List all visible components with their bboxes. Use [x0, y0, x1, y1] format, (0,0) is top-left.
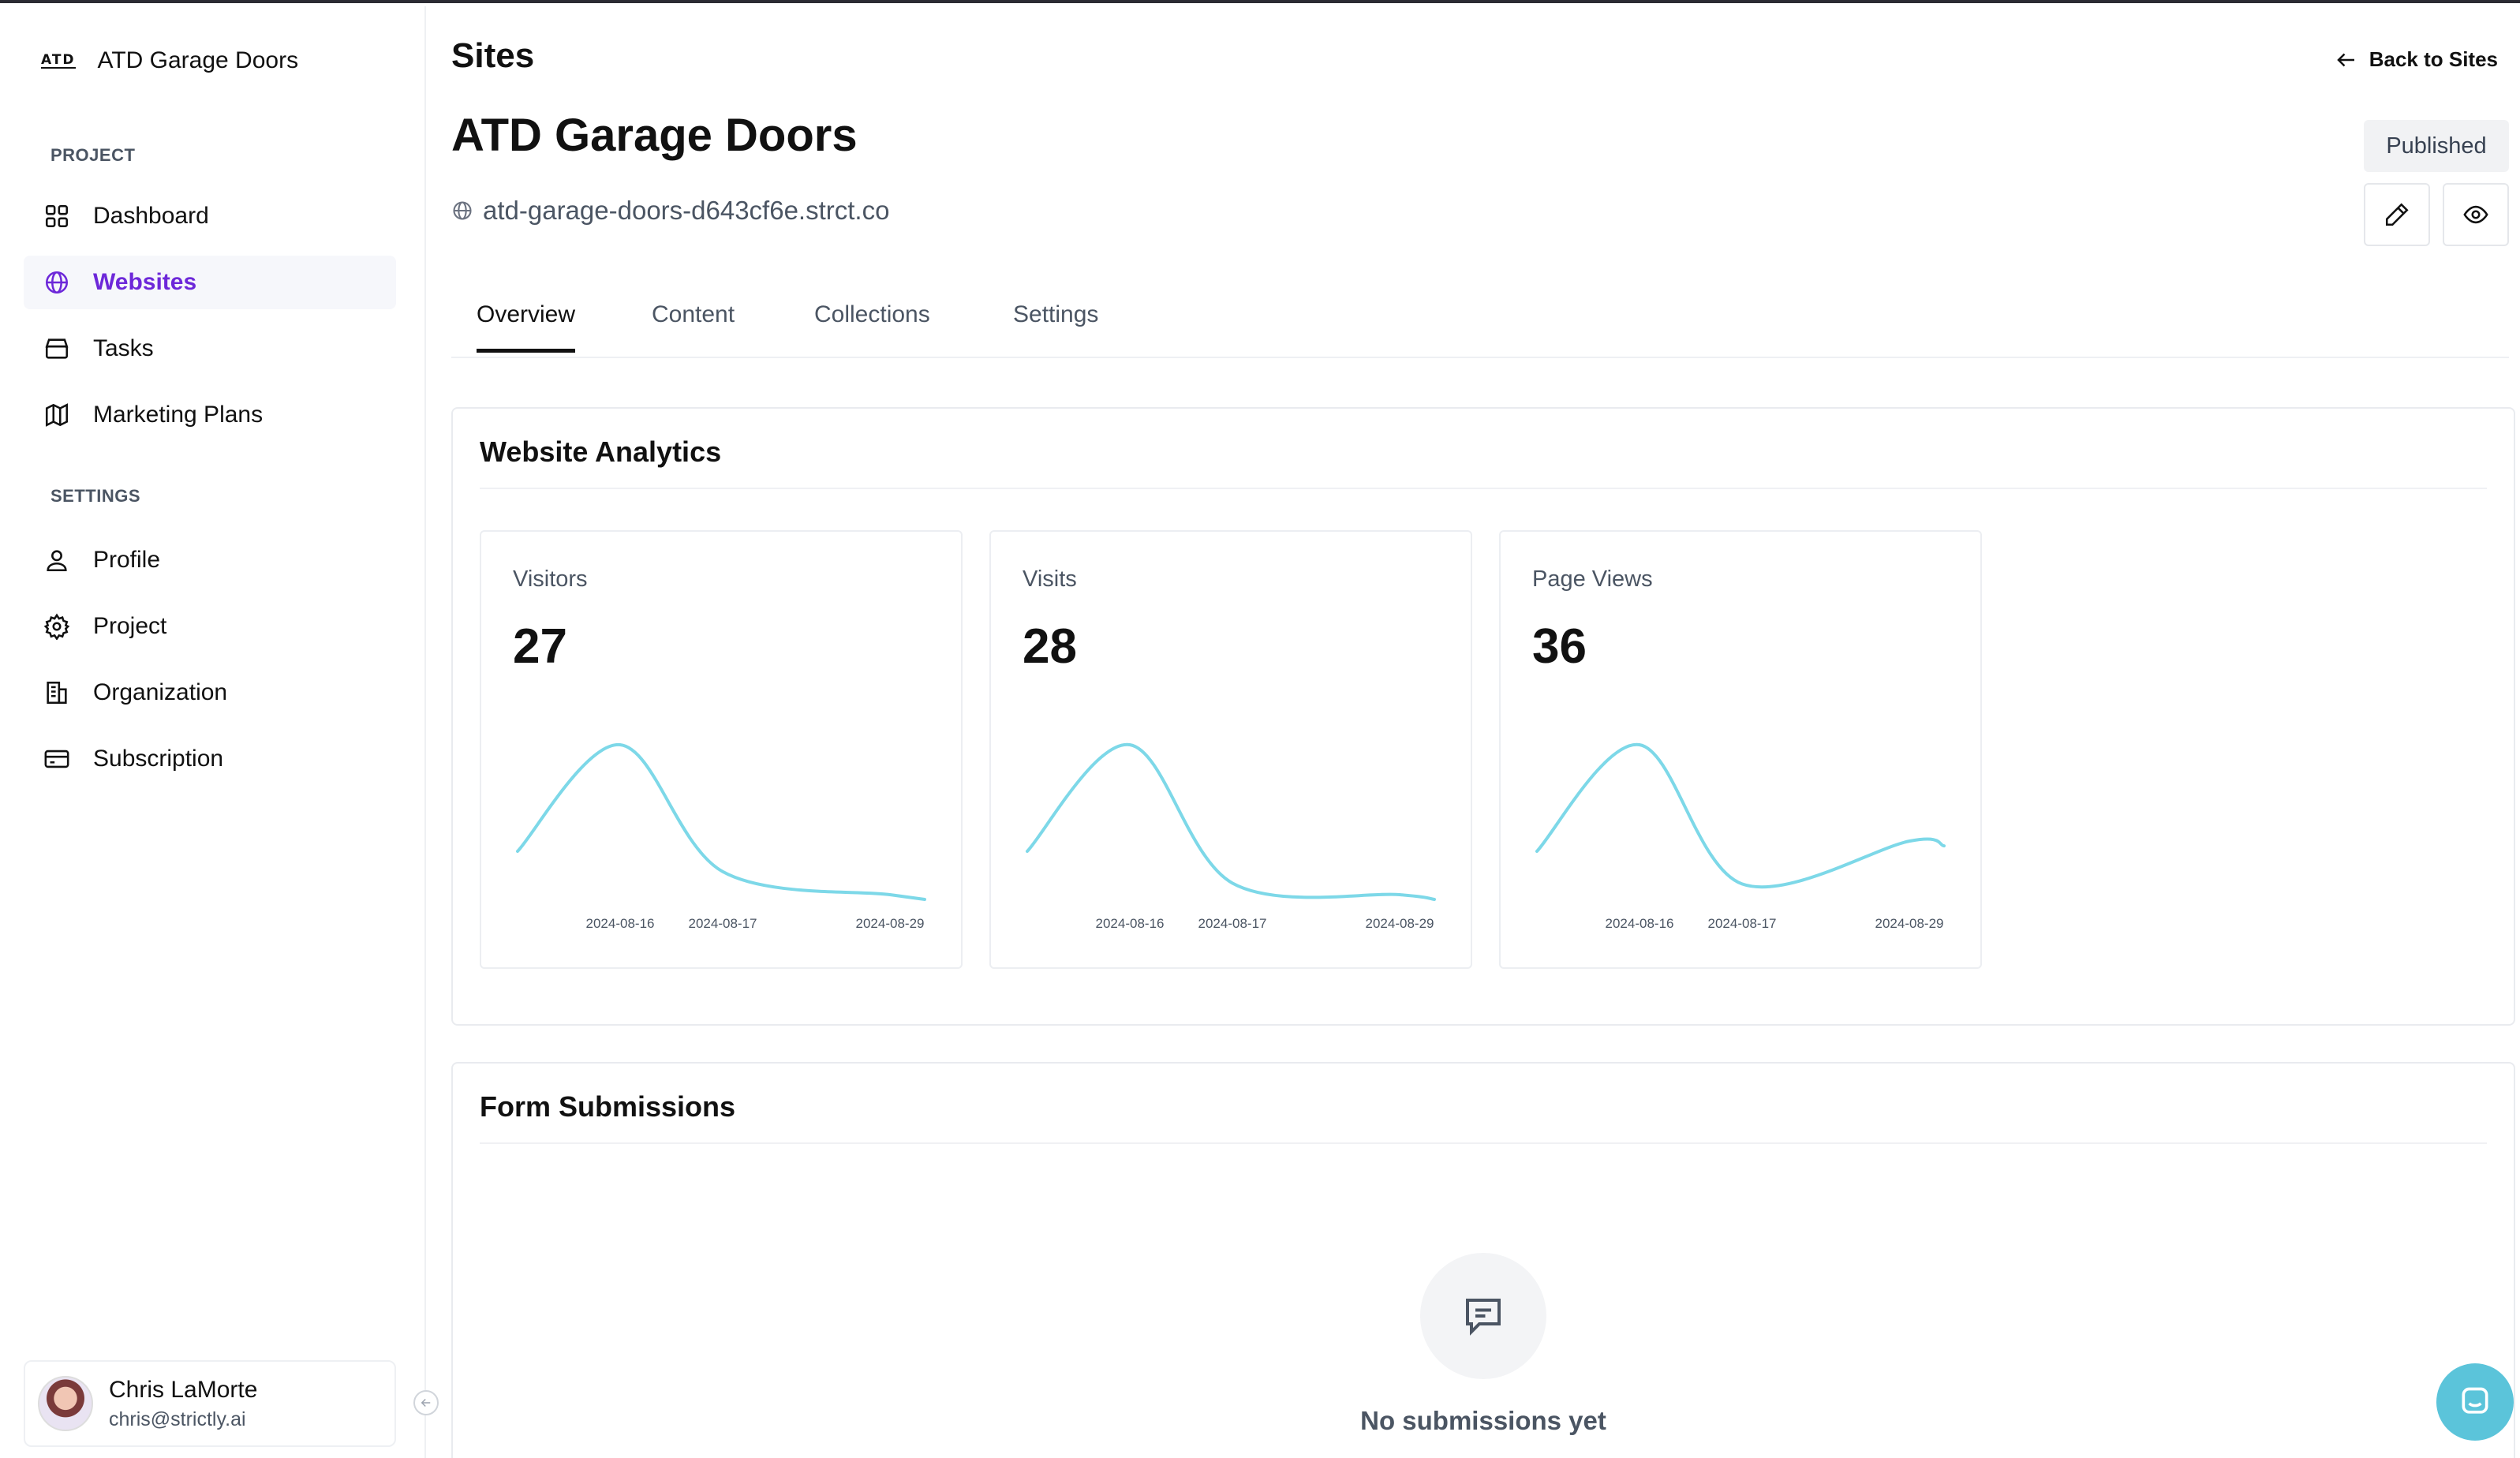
series-line [1026, 742, 1436, 901]
chat-bubble-icon [1466, 1299, 1501, 1336]
user-icon [43, 546, 71, 574]
sidebar-item-label: Dashboard [93, 203, 209, 229]
sidebar-item-label: Subscription [93, 746, 224, 772]
section-label-settings: SETTINGS [50, 486, 141, 506]
empty-state-text: No submissions yet [1360, 1406, 1606, 1435]
user-name: Chris LaMorte [109, 1376, 258, 1403]
tab-overview[interactable]: Overview [477, 301, 576, 353]
sidebar-item-label: Profile [93, 547, 161, 573]
edit-button[interactable] [2364, 183, 2430, 246]
archive-icon [43, 335, 71, 363]
stat-card-visits: Visits 28 2024-08-16 2024-08-17 2024-08-29 [989, 530, 1472, 969]
eye-icon [2463, 205, 2488, 224]
arrow-left-icon [2336, 53, 2354, 66]
map-icon [43, 401, 71, 429]
x-tick-label: 2024-08-16 [586, 916, 655, 931]
status-badge: Published [2364, 120, 2509, 172]
user-card[interactable]: Chris LaMorte chris@strictly.ai [24, 1360, 396, 1447]
x-tick-label: 2024-08-17 [689, 916, 757, 931]
sidebar-item-subscription[interactable]: Subscription [24, 732, 396, 786]
sidebar-item-websites[interactable]: Websites [24, 256, 396, 309]
empty-state: No submissions yet [453, 1253, 2514, 1436]
page-title: Sites [451, 36, 535, 75]
series-line [1535, 742, 1946, 889]
x-tick-label: 2024-08-16 [1096, 916, 1165, 931]
stat-label: Visitors [513, 566, 588, 592]
panel-title: Website Analytics [480, 436, 722, 468]
brand-logo: ATD [41, 52, 76, 69]
x-tick-label: 2024-08-16 [1606, 916, 1674, 931]
sidebar-item-profile[interactable]: Profile [24, 533, 396, 587]
sidebar-item-label: Websites [93, 269, 197, 295]
sidebar-item-label: Tasks [93, 335, 154, 361]
sidebar: ATD ATD Garage Doors PROJECT Dashboard W… [0, 6, 426, 1458]
user-info: Chris LaMorte chris@strictly.ai [109, 1377, 257, 1431]
form-submissions-panel: Form Submissions No submissions yet [451, 1062, 2515, 1458]
stat-card-page-views: Page Views 36 2024-08-16 2024-08-17 2024-0… [1499, 530, 1982, 969]
avatar [38, 1376, 93, 1431]
grid-icon [43, 202, 71, 230]
sidebar-item-label: Organization [93, 679, 228, 705]
stat-chart: 2024-08-16 2024-08-17 2024-08-29 [1535, 742, 1946, 931]
panel-title: Form Submissions [480, 1090, 736, 1123]
section-label-project: PROJECT [50, 145, 136, 165]
tab-bar: Overview Content Collections Settings [451, 290, 2509, 358]
stat-value: 28 [1023, 619, 1077, 674]
sidebar-item-dashboard[interactable]: Dashboard [24, 189, 396, 243]
arrow-left-icon [421, 1398, 431, 1408]
sidebar-item-label: Project [93, 613, 167, 639]
brand[interactable]: ATD ATD Garage Doors [41, 47, 298, 74]
sidebar-item-label: Marketing Plans [93, 402, 264, 428]
series-line [516, 742, 926, 901]
user-email: chris@strictly.ai [109, 1408, 246, 1430]
main-content: Sites Back to Sites ATD Garage Doors atd… [451, 6, 2520, 1458]
pencil-icon [2385, 203, 2409, 226]
stat-value: 27 [513, 619, 567, 674]
globe-icon [453, 201, 472, 220]
chat-launcher-button[interactable] [2436, 1363, 2514, 1441]
brand-name: ATD Garage Doors [97, 47, 299, 73]
tab-settings[interactable]: Settings [1013, 301, 1099, 327]
site-url-text: atd-garage-doors-d643cf6e.strct.co [483, 196, 890, 225]
credit-card-icon [43, 745, 71, 773]
x-tick-label: 2024-08-17 [1708, 916, 1777, 931]
sidebar-item-organization[interactable]: Organization [24, 666, 396, 720]
back-link-label: Back to Sites [2369, 47, 2498, 71]
x-tick-label: 2024-08-17 [1198, 916, 1267, 931]
empty-state-icon-wrap [1420, 1253, 1546, 1379]
gear-icon [43, 612, 71, 641]
sidebar-item-tasks[interactable]: Tasks [24, 322, 396, 376]
divider [480, 1142, 2487, 1144]
tab-collections[interactable]: Collections [814, 301, 930, 327]
sidebar-item-marketing-plans[interactable]: Marketing Plans [24, 388, 396, 442]
building-icon [43, 679, 71, 707]
website-analytics-panel: Website Analytics Visitors 27 2024-08-16… [451, 407, 2515, 1026]
stat-label: Page Views [1532, 566, 1653, 592]
site-title: ATD Garage Doors [451, 110, 858, 161]
collapse-sidebar-button[interactable] [413, 1390, 439, 1415]
preview-button[interactable] [2443, 183, 2509, 246]
x-tick-label: 2024-08-29 [856, 916, 925, 931]
tab-content[interactable]: Content [652, 301, 735, 327]
stat-value: 36 [1532, 619, 1587, 674]
stat-card-visitors: Visitors 27 2024-08-16 2024-08-17 2024-08-… [480, 530, 963, 969]
divider [480, 488, 2487, 489]
stat-chart: 2024-08-16 2024-08-17 2024-08-29 [1026, 742, 1436, 931]
site-url[interactable]: atd-garage-doors-d643cf6e.strct.co [451, 196, 889, 226]
globe-icon [43, 268, 71, 297]
back-to-sites-link[interactable]: Back to Sites [2335, 47, 2498, 72]
sidebar-item-project[interactable]: Project [24, 600, 396, 653]
stat-chart: 2024-08-16 2024-08-17 2024-08-29 [516, 742, 926, 931]
x-tick-label: 2024-08-29 [1875, 916, 1944, 931]
stat-label: Visits [1023, 566, 1077, 592]
chat-icon [2462, 1387, 2488, 1414]
x-tick-label: 2024-08-29 [1366, 916, 1434, 931]
